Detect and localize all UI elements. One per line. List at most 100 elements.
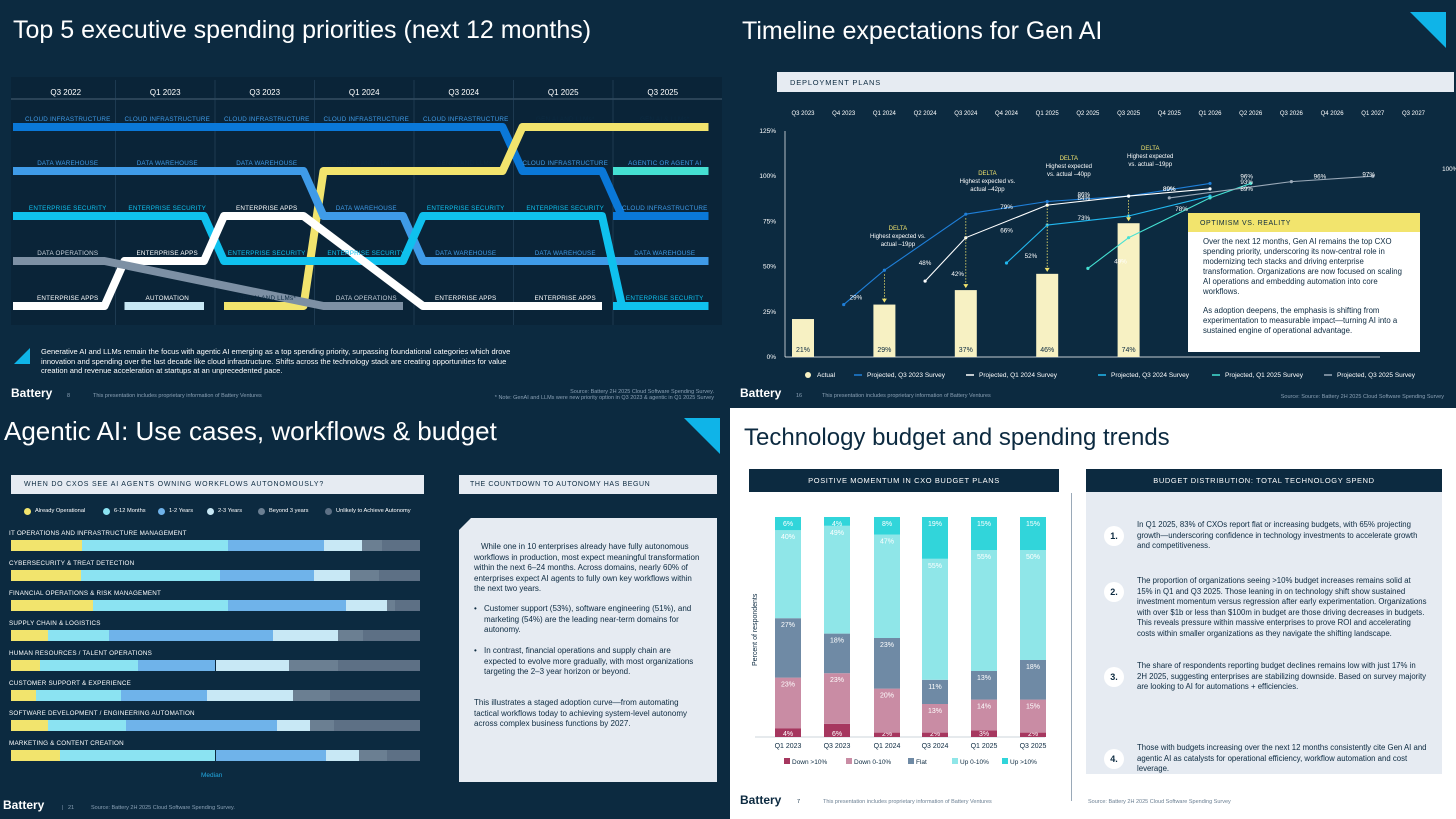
projection-point (1208, 181, 1212, 186)
countdown-bullet-2: In contrast, financial operations and su… (484, 646, 694, 676)
autonomy-segment (395, 600, 420, 611)
quarter-label: Q3 2027 (1402, 111, 1426, 117)
budget-segment (971, 730, 997, 737)
projection-point-label: 89% (1163, 186, 1176, 193)
quarter-label: Q1 2024 (873, 111, 897, 117)
autonomy-segment (11, 660, 40, 671)
optimism-paragraph-1: Over the next 12 months, Gen AI remains … (1203, 237, 1402, 296)
autonomy-segment (125, 720, 277, 731)
legend-label: Already Operational (35, 508, 86, 514)
bullet-dot-icon: • (474, 646, 477, 655)
chart-background (11, 77, 722, 325)
projection-point (1045, 203, 1049, 207)
priority-label: ENTERPRISE APPS (236, 205, 298, 212)
legend-label: Unlikely to Achieve Autonomy (336, 508, 411, 514)
countdown-paragraph-1: While one in 10 enterprises already have… (474, 542, 700, 593)
budget-segment (874, 688, 900, 733)
legend-label: Up >10% (1010, 759, 1037, 766)
item-number-badge: 3. (1104, 667, 1124, 687)
quarter-label: Q1 2025 (971, 743, 998, 750)
autonomy-segment (313, 570, 351, 581)
legend-swatch-actual (805, 372, 811, 378)
projection-point-label: 78% (1175, 206, 1188, 213)
left-section-label: WHEN DO CXOS SEE AI AGENTS OWNING WORKFL… (24, 481, 325, 488)
budget-segment (874, 732, 900, 737)
projection-line (1087, 182, 1251, 269)
autonomy-segment (121, 690, 208, 701)
delta-arrow-icon (881, 298, 887, 303)
confidential-note: This presentation includes proprietary i… (823, 799, 992, 805)
source-note: Source: Battery 2H 2025 Cloud Software S… (570, 389, 714, 395)
budget-segment (775, 728, 801, 737)
right-section-label: BUDGET DISTRIBUTION: TOTAL TECHNOLOGY SP… (1153, 476, 1375, 485)
priority-band-end (613, 257, 709, 265)
autonomy-segment (11, 690, 36, 701)
y-tick-label: 75% (763, 218, 776, 225)
source-note: Source: Battery 2H 2025 Cloud Software S… (1088, 799, 1231, 805)
delta-line-2: actual –42pp (970, 187, 1005, 193)
autonomy-segment (309, 720, 335, 731)
priority-label: CLOUD INFRASTRUCTURE (24, 116, 111, 123)
budget-segment (1020, 732, 1046, 737)
priority-band-cloud-infrastructure (13, 123, 702, 220)
budget-segment (922, 517, 948, 559)
autonomy-segment (379, 570, 420, 581)
legend-label: Actual (817, 372, 836, 379)
quarter-label: Q2 2025 (1076, 111, 1100, 117)
legend-label: Up 0-10% (960, 759, 989, 766)
budget-segment-label: 55% (928, 563, 942, 570)
priority-label: AGENTIC OR AGENT AI (628, 160, 702, 167)
actual-bar (1036, 273, 1059, 357)
legend-swatch (952, 758, 958, 764)
legend-label: 2-3 Years (218, 508, 243, 514)
battery-logo: Battery (740, 386, 782, 400)
y-axis-label: Percent of respondents (752, 593, 759, 666)
budget-segment-label: 50% (1026, 554, 1040, 561)
left-section-label: POSITIVE MOMENTUM IN CXO BUDGET PLANS (808, 476, 1000, 485)
autonomy-segment (215, 750, 326, 761)
actual-bar (792, 319, 814, 357)
autonomy-segment (276, 720, 310, 731)
autonomy-segment (215, 660, 290, 671)
left-section-header: POSITIVE MOMENTUM IN CXO BUDGET PLANS (749, 469, 1059, 492)
priority-label: DATA WAREHOUSE (435, 250, 497, 257)
quarter-label: Q4 2026 (1321, 111, 1345, 117)
legend-swatch (908, 758, 914, 764)
item-text: The proportion of organizations seeing >… (1137, 576, 1427, 638)
item-text: Those with budgets increasing over the n… (1137, 743, 1427, 773)
priority-label: DATA WAREHOUSE (534, 250, 596, 257)
budget-segment-label: 27% (781, 622, 795, 629)
priority-band-end (613, 167, 709, 175)
quarter-label: Q3 2024 (954, 111, 978, 117)
autonomy-segment (109, 630, 273, 641)
priority-label: DATA WAREHOUSE (37, 160, 99, 167)
budget-segment-label: 6% (783, 521, 793, 528)
budget-segment-label: 14% (977, 704, 991, 711)
slide-title: Timeline expectations for Gen AI (742, 17, 1103, 45)
section-label: DEPLOYMENT PLANS (790, 78, 882, 87)
agentic-slide: Agentic AI: Use cases, workflows & budge… (0, 408, 728, 819)
priority-label: CLOUD INFRASTRUCTURE (522, 160, 608, 167)
page-separator: | (62, 805, 64, 811)
budget-segment (874, 638, 900, 689)
legend-dot (258, 508, 265, 515)
projection-point (1004, 261, 1009, 265)
legend-label: Projected, Q1 2025 Survey (1225, 372, 1304, 379)
budget-segment-label: 8% (882, 521, 892, 528)
workflow-label: SUPPLY CHAIN & LOGISTICS (9, 620, 101, 627)
delta-line-2: vs. actual –19pp (1128, 162, 1172, 168)
countdown-box: While one in 10 enterprises already have… (459, 518, 717, 782)
legend-dot (158, 508, 165, 515)
projection-point (1249, 181, 1253, 186)
delta-heading: DELTA (1060, 156, 1078, 162)
page-number: 16 (796, 393, 803, 399)
autonomy-segment (358, 750, 388, 761)
y-tick-label: 125% (759, 128, 776, 135)
priority-label: ENTERPRISE APPS (37, 295, 99, 302)
legend-label: Beyond 3 years (269, 508, 309, 514)
budget-segment-label: 49% (830, 530, 844, 537)
projection-line (1169, 175, 1373, 199)
budget-segment-label: 23% (830, 677, 844, 684)
budget-segment-label: 2% (930, 731, 940, 738)
priority-label: ENTERPRISE APPS (136, 250, 198, 257)
